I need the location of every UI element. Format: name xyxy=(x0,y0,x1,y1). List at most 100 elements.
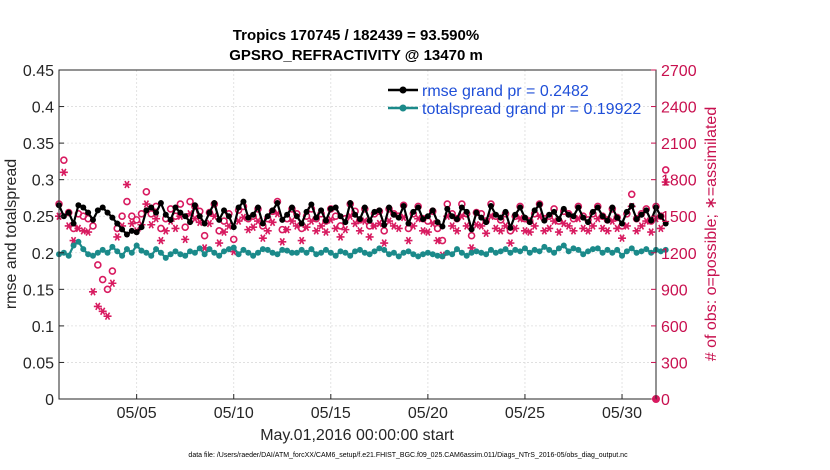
totalspread-point xyxy=(657,248,664,255)
obs-assimilated-point xyxy=(283,225,292,234)
y-right-tick-label: 2100 xyxy=(661,136,697,153)
totalspread-point xyxy=(109,243,116,250)
totalspread-point xyxy=(541,243,548,250)
totalspread-point xyxy=(172,248,179,255)
rmse-point xyxy=(614,214,621,221)
obs-assimilated-point xyxy=(64,222,73,230)
rmse-point xyxy=(405,220,412,227)
totalspread-point xyxy=(434,252,441,259)
rmse-point xyxy=(458,204,465,211)
rmse-point xyxy=(356,216,363,223)
totalspread-point xyxy=(274,251,281,258)
obs-possible-point xyxy=(60,156,68,164)
obs-assimilated-point xyxy=(93,302,102,311)
rmse-point xyxy=(376,207,383,214)
totalspread-point xyxy=(196,245,203,252)
rmse-point xyxy=(245,214,252,221)
obs-assimilated-point xyxy=(351,219,360,228)
rmse-point xyxy=(240,198,247,205)
obs-possible-point xyxy=(176,200,185,208)
rmse-point xyxy=(162,211,169,218)
totalspread-point xyxy=(580,251,587,258)
legend-spread-label: totalspread grand pr = 0.19922 xyxy=(422,101,641,118)
rmse-point xyxy=(628,202,635,209)
totalspread-point xyxy=(293,249,300,256)
obs-assimilated-point xyxy=(152,214,161,223)
obs-assimilated-point xyxy=(336,233,345,241)
totalspread-point xyxy=(390,249,397,256)
totalspread-point xyxy=(75,238,82,245)
totalspread-point xyxy=(337,248,344,255)
rmse-point xyxy=(507,224,514,231)
totalspread-point xyxy=(449,251,456,258)
rmse-point xyxy=(250,211,257,218)
totalspread-point xyxy=(400,249,407,256)
y-left-tick-label: 0.15 xyxy=(23,282,54,299)
rmse-point xyxy=(565,211,572,218)
totalspread-point xyxy=(279,246,286,253)
rmse-point xyxy=(177,209,184,216)
y-right-tick-label: 2400 xyxy=(661,100,697,117)
rmse-point xyxy=(303,208,310,215)
totalspread-point xyxy=(85,251,92,258)
totalspread-point xyxy=(99,246,106,253)
rmse-point xyxy=(400,202,407,209)
rmse-point xyxy=(662,220,669,227)
obs-possible-point xyxy=(132,216,141,224)
totalspread-point xyxy=(264,246,271,253)
chart-title-line2: GPSRO_REFRACTIVITY @ 13470 m xyxy=(229,47,483,64)
totalspread-point xyxy=(565,248,572,255)
totalspread-point xyxy=(347,252,354,259)
rmse-point xyxy=(381,221,388,228)
totalspread-point xyxy=(478,249,485,256)
totalspread-point xyxy=(288,249,295,256)
obs-assimilated-point xyxy=(637,222,646,230)
rmse-point xyxy=(594,204,601,211)
rmse-point xyxy=(492,211,499,218)
totalspread-point xyxy=(157,249,164,256)
totalspread-point xyxy=(420,251,427,258)
y-right-tick-label: 1800 xyxy=(661,173,697,190)
rmse-point xyxy=(327,205,334,212)
rmse-point xyxy=(206,209,213,216)
rmse-point xyxy=(89,216,96,223)
rmse-point xyxy=(308,201,315,208)
obs-possible-point xyxy=(661,166,670,174)
totalspread-point xyxy=(376,245,383,252)
rmse-point xyxy=(225,213,232,220)
rmse-point xyxy=(182,213,189,220)
rmse-point xyxy=(361,204,368,211)
obs-assimilated-point xyxy=(603,226,612,235)
rmse-point xyxy=(526,219,533,226)
obs-assimilated-point xyxy=(258,234,267,243)
totalspread-point xyxy=(492,249,499,256)
rmse-point xyxy=(521,214,528,221)
rmse-point xyxy=(502,208,509,215)
totalspread-point xyxy=(415,253,422,260)
totalspread-point xyxy=(303,249,310,256)
rmse-point xyxy=(274,200,281,207)
obs-possible-point xyxy=(186,197,194,206)
rmse-point xyxy=(517,204,524,211)
rmse-point xyxy=(410,208,417,215)
totalspread-point xyxy=(560,242,567,249)
totalspread-point xyxy=(356,246,363,253)
totalspread-point xyxy=(167,251,174,258)
rmse-point xyxy=(531,207,538,214)
totalspread-point xyxy=(623,248,630,255)
obs-assimilated-point xyxy=(268,218,277,227)
obs-assimilated-point xyxy=(613,224,622,233)
obs-assimilated-point xyxy=(181,235,190,244)
totalspread-point xyxy=(191,249,198,256)
rmse-point xyxy=(288,204,295,211)
totalspread-point xyxy=(70,242,77,249)
totalspread-point xyxy=(609,249,616,256)
obs-assimilated-point xyxy=(588,222,597,230)
totalspread-point xyxy=(429,251,436,258)
totalspread-point xyxy=(123,246,130,253)
obs-possible-point xyxy=(200,231,209,240)
totalspread-point xyxy=(322,246,329,253)
obs-assimilated-point xyxy=(103,312,112,321)
x-tick-label: 05/20 xyxy=(408,405,448,422)
rmse-point xyxy=(604,217,611,224)
